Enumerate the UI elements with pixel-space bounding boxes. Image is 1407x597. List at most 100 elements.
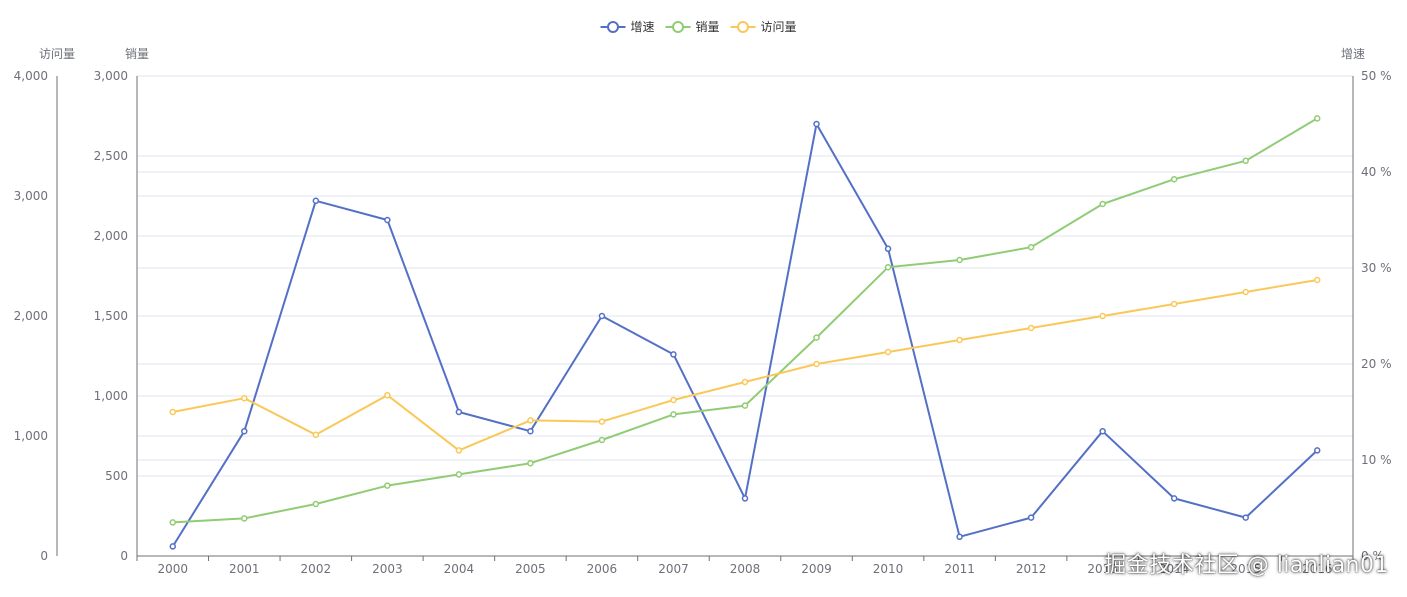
axes: 0 500 1,000 1,500 2,000 2,500 3,000 0 1,000 2,000… <box>14 69 1392 576</box>
data-point <box>884 245 892 253</box>
data-point <box>1242 514 1249 521</box>
legend-label: 销量 <box>696 20 720 34</box>
grid-lines <box>137 75 1353 557</box>
legend-marker <box>607 21 619 33</box>
data-point <box>169 408 177 416</box>
x-tick-label: 2001 <box>229 562 260 576</box>
data-point <box>1242 288 1249 296</box>
visits-axis-title: 访问量 <box>39 47 75 61</box>
x-tick-label: 2011 <box>944 562 975 576</box>
data-point <box>1313 115 1321 122</box>
series-line <box>172 279 1318 452</box>
growth-axis-title: 增速 <box>1341 47 1365 61</box>
data-point <box>670 351 677 358</box>
data-point <box>169 543 177 550</box>
data-point <box>1099 200 1106 208</box>
data-point <box>956 336 963 344</box>
x-tick-label: 2002 <box>301 562 332 576</box>
legend[interactable]: 增速 销量 访问量 <box>600 20 797 34</box>
x-tick-label: 2005 <box>515 562 546 576</box>
sales-tick-label: 1,500 <box>94 309 128 323</box>
growth-tick-label: 30 % <box>1361 261 1392 275</box>
visits-tick-label: 3,000 <box>14 189 48 203</box>
data-point <box>1027 514 1035 521</box>
x-tick-label: 2009 <box>801 562 832 576</box>
data-point <box>813 120 820 128</box>
data-point <box>670 411 677 418</box>
axis-names: 访问量 销量 增速 <box>39 47 1365 61</box>
x-tick-label: 2016 <box>1302 562 1333 576</box>
sales-tick-label: 3,000 <box>94 69 128 83</box>
data-point <box>312 197 320 205</box>
growth-tick-label: 10 % <box>1361 453 1392 467</box>
x-tick-label: 2006 <box>587 562 618 576</box>
series-sales <box>169 115 1321 526</box>
data-point <box>1313 276 1321 284</box>
data-point <box>1170 495 1178 502</box>
data-point <box>1242 157 1249 165</box>
legend-label: 访问量 <box>761 20 797 34</box>
data-point <box>241 427 248 435</box>
data-point <box>312 431 320 439</box>
data-point <box>741 402 749 409</box>
sales-tick-label: 500 <box>105 469 128 483</box>
data-point <box>455 471 463 478</box>
x-tick-label: 2008 <box>730 562 761 576</box>
watermark: 掘金技术社区 @ lianlian01 <box>1104 553 1389 578</box>
x-tick-label: 2004 <box>444 562 475 576</box>
x-tick-label: 2013 <box>1087 562 1118 576</box>
data-point <box>312 500 320 508</box>
x-tick-label: 2012 <box>1016 562 1047 576</box>
sales-tick-label: 1,000 <box>94 389 128 403</box>
data-point <box>1099 312 1106 320</box>
x-tick-label: 2007 <box>658 562 689 576</box>
data-point <box>598 312 606 320</box>
data-point <box>741 378 749 386</box>
x-tick-label: 2014 <box>1159 562 1190 576</box>
data-point <box>813 334 820 341</box>
x-tick-label: 2003 <box>372 562 403 576</box>
data-point <box>1027 324 1035 332</box>
data-point <box>598 436 606 444</box>
data-point <box>169 519 177 526</box>
data-point <box>455 408 463 416</box>
data-point <box>670 396 677 404</box>
sales-axis-title: 销量 <box>125 47 149 61</box>
data-point <box>455 447 463 454</box>
data-point <box>241 515 248 522</box>
data-point <box>527 459 534 467</box>
data-point <box>813 360 820 368</box>
sales-tick-label: 0 <box>120 549 128 563</box>
data-point <box>1027 243 1035 251</box>
legend-marker <box>672 21 684 33</box>
data-point <box>1313 447 1321 454</box>
x-tick-label: 2015 <box>1230 562 1261 576</box>
data-point <box>527 427 534 435</box>
data-point <box>956 256 963 264</box>
growth-tick-label: 0 % <box>1361 549 1384 563</box>
data-point <box>241 394 248 402</box>
series-visits <box>169 276 1321 454</box>
data-point <box>741 495 749 502</box>
data-point <box>1170 300 1178 308</box>
growth-tick-label: 50 % <box>1361 69 1392 83</box>
data-point <box>956 533 963 541</box>
legend-marker <box>737 21 749 33</box>
legend-item[interactable]: 访问量 <box>730 20 797 34</box>
data-point <box>1170 175 1178 183</box>
data-point <box>527 417 534 424</box>
series-line <box>172 117 1318 524</box>
legend-item[interactable]: 销量 <box>665 20 720 34</box>
series-group[interactable] <box>169 115 1321 550</box>
data-point <box>884 263 892 271</box>
x-tick-label: 2000 <box>157 562 188 576</box>
growth-tick-label: 20 % <box>1361 357 1392 371</box>
visits-tick-label: 1,000 <box>14 429 48 443</box>
series-line <box>171 123 1318 547</box>
growth-tick-label: 40 % <box>1361 165 1392 179</box>
x-tick-label: 2010 <box>873 562 904 576</box>
data-point <box>598 418 606 425</box>
visits-tick-label: 0 <box>40 549 48 563</box>
data-point <box>384 391 391 399</box>
legend-item[interactable]: 增速 <box>600 20 655 34</box>
